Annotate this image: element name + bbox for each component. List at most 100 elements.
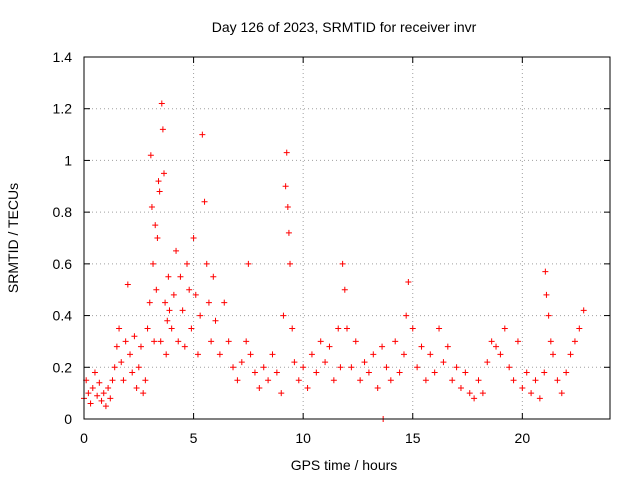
data-point — [177, 273, 184, 280]
data-point — [159, 126, 166, 133]
data-point — [205, 299, 212, 306]
data-point — [98, 397, 105, 404]
data-point — [291, 359, 298, 366]
data-point — [175, 338, 182, 345]
data-point — [147, 152, 154, 159]
data-point — [122, 338, 129, 345]
data-point — [94, 392, 101, 399]
data-point — [479, 390, 486, 397]
data-point — [269, 351, 276, 358]
chart-title: Day 126 of 2023, SRMTID for receiver inv… — [212, 19, 477, 35]
data-point — [431, 369, 438, 376]
data-point — [523, 369, 530, 376]
x-axis-label: GPS time / hours — [291, 457, 398, 473]
data-point — [348, 364, 355, 371]
data-point — [154, 235, 161, 241]
data-point — [365, 369, 372, 376]
data-point — [89, 384, 96, 391]
data-point — [199, 131, 206, 138]
data-point — [179, 307, 186, 314]
data-point — [144, 325, 151, 332]
data-point — [284, 203, 291, 210]
data-point — [322, 359, 329, 366]
data-point — [466, 390, 473, 397]
data-point — [85, 390, 92, 397]
data-point — [542, 268, 549, 275]
data-point — [283, 149, 290, 156]
data-point — [142, 377, 149, 384]
data-point — [352, 338, 359, 345]
data-point — [554, 377, 561, 384]
data-point — [422, 377, 429, 384]
data-point — [339, 260, 346, 267]
data-point — [118, 359, 125, 366]
data-point — [208, 338, 215, 345]
y-tick-label: 0 — [64, 411, 72, 427]
data-point — [111, 364, 118, 371]
data-point — [440, 359, 447, 366]
data-point — [152, 222, 159, 229]
data-point — [278, 390, 285, 397]
data-point — [308, 351, 315, 358]
data-point — [194, 351, 201, 358]
data-point — [370, 351, 377, 358]
data-point — [475, 377, 482, 384]
data-point — [330, 377, 337, 384]
data-point — [501, 325, 508, 332]
y-tick-label: 0.8 — [53, 204, 73, 220]
data-point — [113, 343, 120, 350]
data-point — [326, 343, 333, 350]
data-point — [344, 325, 350, 332]
data-point — [396, 369, 403, 376]
data-point — [102, 403, 109, 410]
data-point — [563, 369, 570, 376]
x-tick-label: 15 — [405, 430, 421, 446]
data-point — [162, 299, 169, 306]
data-point — [153, 286, 160, 293]
data-point — [506, 364, 513, 371]
y-tick-label: 0.6 — [53, 256, 73, 272]
data-point — [403, 312, 410, 319]
data-point — [87, 400, 94, 407]
data-point — [493, 343, 500, 350]
data-point — [124, 281, 131, 288]
data-point — [163, 351, 170, 358]
data-point — [471, 395, 478, 402]
data-point — [273, 369, 280, 376]
data-point — [91, 369, 98, 376]
data-point — [105, 384, 112, 391]
data-point — [148, 203, 155, 210]
data-point — [96, 379, 103, 386]
data-point — [210, 273, 217, 280]
plot-frame — [83, 56, 611, 420]
data-point — [536, 395, 543, 402]
data-point — [514, 338, 521, 345]
data-point — [129, 369, 136, 376]
data-point — [165, 273, 172, 280]
data-point — [418, 343, 425, 350]
data-point — [400, 351, 407, 358]
data-point — [541, 369, 548, 376]
data-point — [230, 364, 237, 371]
x-tick-label: 10 — [295, 430, 311, 446]
data-point — [140, 390, 147, 397]
data-point — [519, 384, 526, 391]
data-point — [256, 384, 263, 391]
data-point — [173, 247, 180, 254]
axis-ticks — [83, 56, 610, 420]
data-point — [265, 377, 272, 384]
data-point — [120, 377, 127, 384]
data-point — [337, 364, 344, 371]
data-point — [457, 384, 464, 391]
data-point — [133, 384, 140, 391]
data-point — [131, 333, 138, 340]
data-point — [225, 338, 232, 345]
data-point — [251, 369, 258, 376]
data-point — [580, 307, 587, 314]
data-point — [361, 359, 368, 366]
data-point — [488, 338, 495, 345]
data-point — [168, 325, 175, 332]
data-point — [462, 369, 469, 376]
